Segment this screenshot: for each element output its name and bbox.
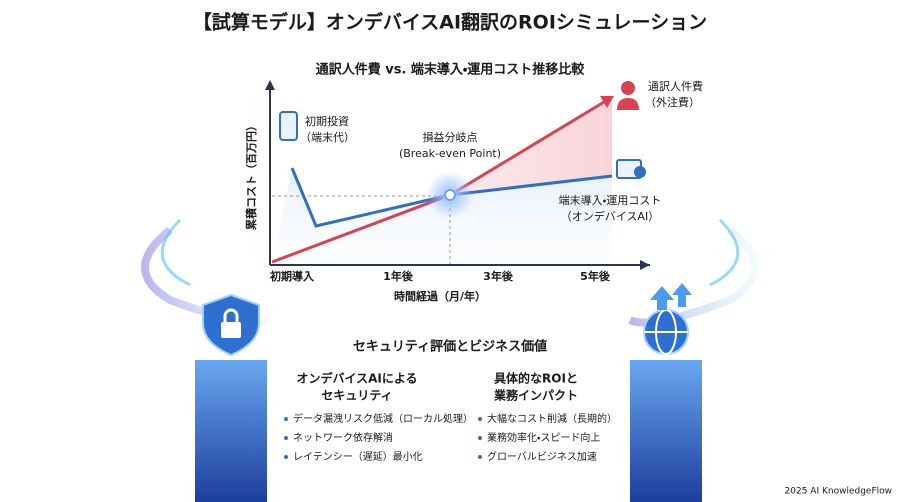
list-item: 業務効率化・スピード向上 [487,431,600,444]
annotation: (Break-even Point) [399,147,501,160]
x-axis-label: 時間経過（月/年） [394,289,486,303]
column-heading: 業務インパクト [493,388,578,403]
x-label: 5年後 [580,269,611,283]
annotation: 通訳人件費 [648,79,703,93]
decoration [141,218,759,502]
list-item: ネットワーク依存解消 [293,431,393,444]
y-axis-label: 累積コスト（百万円） [244,120,258,230]
x-label: 1年後 [383,269,414,283]
annotation: 端末導入・運用コスト [559,193,662,207]
column-heading: オンデバイスAIによる [296,371,417,386]
x-label: 初期導入 [269,269,314,283]
annotation: 初期投資 [305,114,349,128]
annotation: 損益分岐点 [423,130,478,144]
list-item: レイテンシー（遅延）最小化 [293,451,423,463]
annotation: （外注費） [645,95,700,109]
column-heading: セキュリティ [321,389,392,403]
column-heading: 具体的なROIと [494,371,578,386]
list-item: データ漏洩リスク低減（ローカル処理） [293,412,473,425]
footer-credit: 2025 AI KnowledgeFlow [785,487,892,497]
x-label: 3年後 [483,269,514,283]
annotation: （端末代） [300,130,355,144]
chart-title: 通訳人件費 vs. 端末導入・運用コスト推移比較 [316,62,586,78]
bullets [284,417,482,459]
chart-area [265,80,650,270]
annotation: （オンデバイスAI） [561,209,659,223]
list-item: 大幅なコスト削減（長期的） [487,412,617,425]
page-title: 【試算モデル】オンデバイスAI翻訳のROIシミュレーション [193,11,707,34]
section-title: セキュリティ評価とビジネス価値 [353,339,547,355]
list-item: グローバルビジネス加速 [487,450,597,463]
